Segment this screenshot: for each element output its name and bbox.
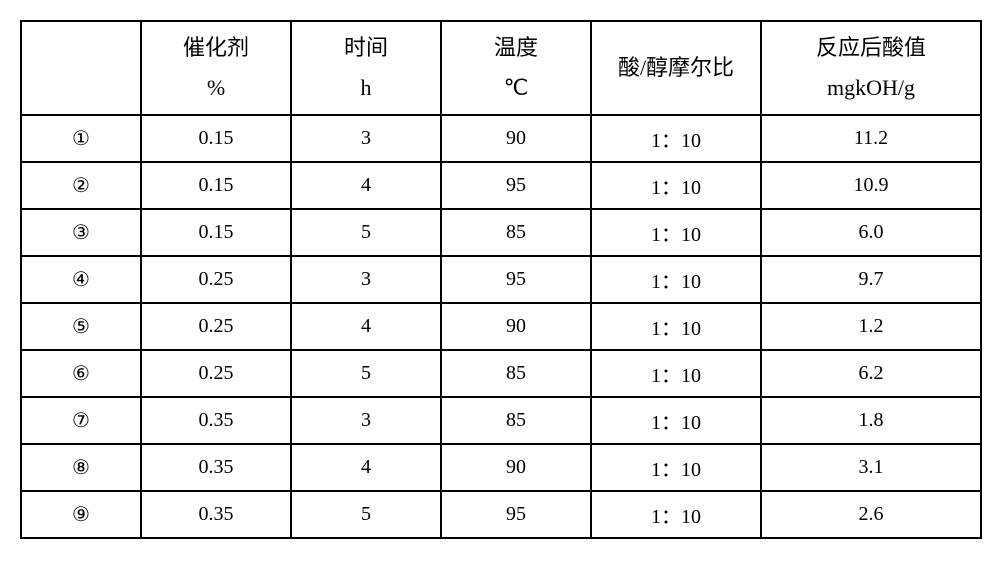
cell-idx: ⑧ [21, 444, 141, 491]
cell-catalyst: 0.15 [141, 209, 291, 256]
header-label: 温度 [494, 28, 538, 68]
cell-temp: 85 [441, 350, 591, 397]
cell-time: 3 [291, 115, 441, 162]
cell-ratio: 1：10 [591, 303, 761, 350]
header-ratio: 酸/醇摩尔比 [591, 21, 761, 115]
experiment-data-table: 催化剂 % 时间 h 温度 ℃ 酸/醇摩尔比 [20, 20, 982, 539]
cell-time: 5 [291, 209, 441, 256]
cell-acid: 2.6 [761, 491, 981, 538]
cell-acid: 6.0 [761, 209, 981, 256]
cell-catalyst: 0.15 [141, 115, 291, 162]
cell-ratio: 1：10 [591, 491, 761, 538]
table-row: ⑨ 0.35 5 95 1：10 2.6 [21, 491, 981, 538]
header-temp: 温度 ℃ [441, 21, 591, 115]
cell-time: 4 [291, 444, 441, 491]
cell-idx: ⑨ [21, 491, 141, 538]
cell-catalyst: 0.15 [141, 162, 291, 209]
table-row: ⑧ 0.35 4 90 1：10 3.1 [21, 444, 981, 491]
cell-temp: 95 [441, 491, 591, 538]
cell-acid: 1.2 [761, 303, 981, 350]
cell-idx: ② [21, 162, 141, 209]
cell-ratio: 1：10 [591, 162, 761, 209]
cell-idx: ① [21, 115, 141, 162]
cell-time: 5 [291, 350, 441, 397]
table-row: ③ 0.15 5 85 1：10 6.0 [21, 209, 981, 256]
cell-ratio: 1：10 [591, 256, 761, 303]
header-acid: 反应后酸值 mgkOH/g [761, 21, 981, 115]
header-catalyst: 催化剂 % [141, 21, 291, 115]
cell-temp: 90 [441, 115, 591, 162]
cell-temp: 85 [441, 397, 591, 444]
cell-temp: 90 [441, 444, 591, 491]
cell-catalyst: 0.25 [141, 350, 291, 397]
header-label: 反应后酸值 [816, 28, 926, 68]
cell-idx: ⑦ [21, 397, 141, 444]
cell-idx: ③ [21, 209, 141, 256]
cell-time: 4 [291, 303, 441, 350]
cell-idx: ⑥ [21, 350, 141, 397]
table-row: ④ 0.25 3 95 1：10 9.7 [21, 256, 981, 303]
header-time: 时间 h [291, 21, 441, 115]
table-row: ⑥ 0.25 5 85 1：10 6.2 [21, 350, 981, 397]
cell-idx: ④ [21, 256, 141, 303]
cell-acid: 10.9 [761, 162, 981, 209]
cell-catalyst: 0.35 [141, 491, 291, 538]
table-row: ⑦ 0.35 3 85 1：10 1.8 [21, 397, 981, 444]
header-label: 催化剂 [183, 28, 249, 68]
cell-temp: 90 [441, 303, 591, 350]
cell-time: 3 [291, 256, 441, 303]
cell-catalyst: 0.25 [141, 256, 291, 303]
table-row: ⑤ 0.25 4 90 1：10 1.2 [21, 303, 981, 350]
cell-acid: 3.1 [761, 444, 981, 491]
cell-acid: 11.2 [761, 115, 981, 162]
cell-ratio: 1：10 [591, 115, 761, 162]
cell-acid: 9.7 [761, 256, 981, 303]
header-unit: % [207, 68, 225, 108]
cell-acid: 6.2 [761, 350, 981, 397]
cell-catalyst: 0.25 [141, 303, 291, 350]
cell-catalyst: 0.35 [141, 444, 291, 491]
cell-temp: 85 [441, 209, 591, 256]
cell-time: 5 [291, 491, 441, 538]
header-unit: ℃ [504, 68, 529, 108]
cell-time: 3 [291, 397, 441, 444]
cell-time: 4 [291, 162, 441, 209]
cell-idx: ⑤ [21, 303, 141, 350]
table-body: ① 0.15 3 90 1：10 11.2 ② 0.15 4 95 1：10 1… [21, 115, 981, 538]
cell-ratio: 1：10 [591, 209, 761, 256]
header-label: 酸/醇摩尔比 [618, 48, 734, 88]
cell-temp: 95 [441, 256, 591, 303]
header-unit: mgkOH/g [827, 68, 915, 108]
cell-acid: 1.8 [761, 397, 981, 444]
table-row: ① 0.15 3 90 1：10 11.2 [21, 115, 981, 162]
table-row: ② 0.15 4 95 1：10 10.9 [21, 162, 981, 209]
header-unit: h [361, 68, 372, 108]
cell-ratio: 1：10 [591, 350, 761, 397]
header-blank [21, 21, 141, 115]
cell-temp: 95 [441, 162, 591, 209]
cell-ratio: 1：10 [591, 444, 761, 491]
cell-ratio: 1：10 [591, 397, 761, 444]
cell-catalyst: 0.35 [141, 397, 291, 444]
table-header-row: 催化剂 % 时间 h 温度 ℃ 酸/醇摩尔比 [21, 21, 981, 115]
header-label: 时间 [344, 28, 388, 68]
